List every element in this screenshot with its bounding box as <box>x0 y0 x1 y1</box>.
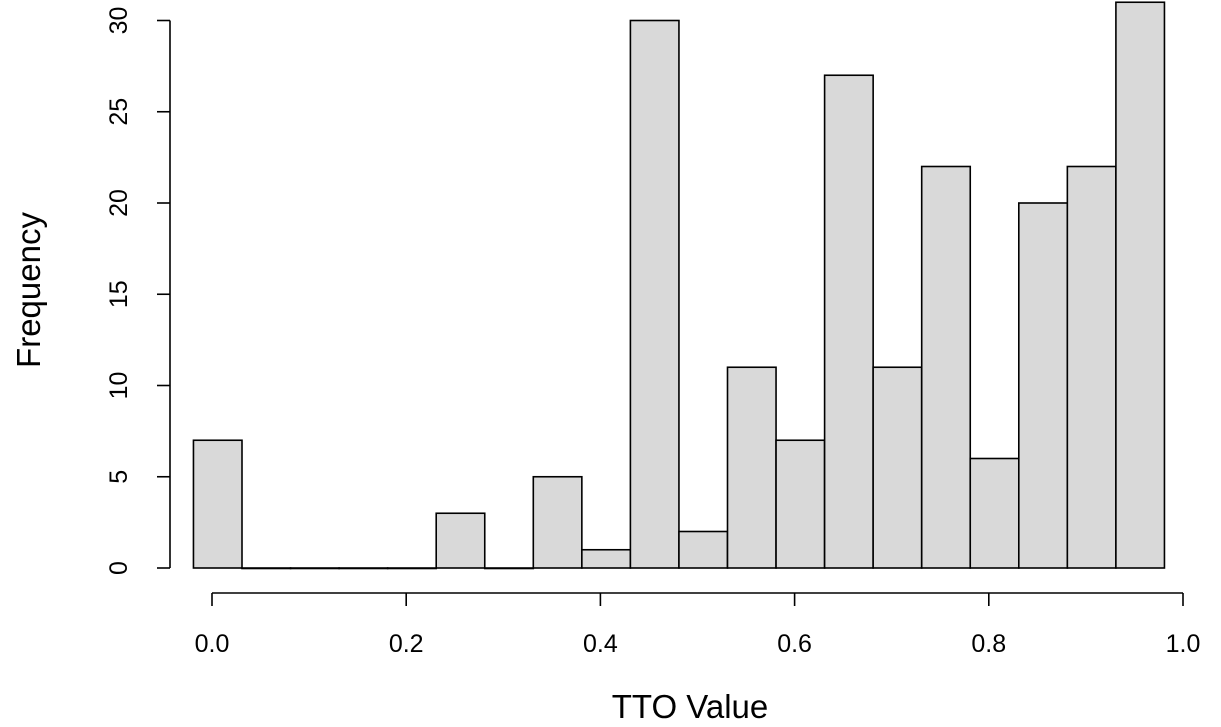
histogram-bar <box>1017 202 1069 569</box>
y-tick-label: 25 <box>105 98 133 126</box>
x-tick-label: 0.2 <box>389 630 424 658</box>
histogram-bar <box>823 74 874 569</box>
histogram-bar <box>1115 1 1166 569</box>
y-tick-label: 0 <box>105 561 133 575</box>
histogram-bar <box>532 475 583 569</box>
histogram-bar <box>338 567 389 570</box>
x-tick-label: 0.4 <box>583 630 618 658</box>
histogram-bar <box>241 567 292 570</box>
histogram-bar <box>920 165 972 569</box>
histogram-bar <box>289 567 340 570</box>
x-tick-label: 0.6 <box>777 630 812 658</box>
x-tick-label: 0.8 <box>971 630 1006 658</box>
y-tick-label: 10 <box>105 372 133 400</box>
histogram-bar <box>192 439 243 569</box>
y-axis: 0 5 10 15 20 25 30 <box>105 7 171 575</box>
histogram-bar <box>629 19 680 569</box>
y-tick-label: 5 <box>105 470 133 484</box>
bars-group <box>192 1 1166 570</box>
histogram-bar <box>581 548 632 569</box>
y-tick-label: 20 <box>105 189 133 217</box>
x-tick-label: 0.0 <box>195 630 230 658</box>
x-axis: 0.0 0.2 0.4 0.6 0.8 1.0 <box>195 592 1201 658</box>
histogram-bar <box>435 512 486 569</box>
histogram-bar <box>726 366 777 569</box>
histogram-bar <box>1066 165 1117 569</box>
histogram-bar <box>386 567 437 570</box>
y-axis-label: Frequency <box>10 212 47 368</box>
x-axis-label: TTO Value <box>612 688 769 725</box>
x-tick-label: 1.0 <box>1166 630 1201 658</box>
y-tick-label: 30 <box>105 7 133 35</box>
y-tick-label: 15 <box>105 280 133 308</box>
histogram-bar <box>483 567 535 570</box>
histogram-bar <box>775 439 826 569</box>
histogram-bar <box>969 457 1020 569</box>
histogram-bar <box>678 530 729 569</box>
histogram-bar <box>872 366 923 569</box>
